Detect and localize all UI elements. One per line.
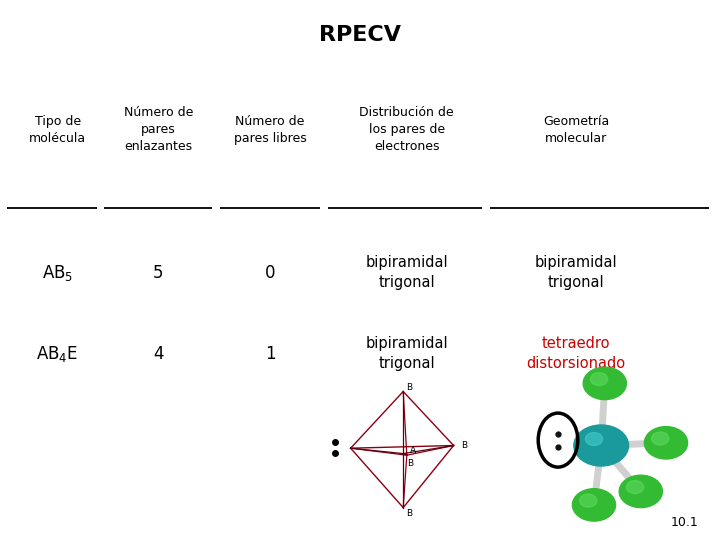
Text: B: B xyxy=(408,459,413,468)
Text: bipiramidal
trigonal: bipiramidal trigonal xyxy=(366,255,448,290)
Text: Tipo de
molécula: Tipo de molécula xyxy=(29,114,86,145)
Circle shape xyxy=(626,481,644,494)
Text: 1: 1 xyxy=(265,345,275,363)
Circle shape xyxy=(652,432,669,445)
Circle shape xyxy=(619,475,662,508)
Text: B: B xyxy=(462,441,467,450)
Text: 10.1: 10.1 xyxy=(670,516,698,529)
Text: RPECV: RPECV xyxy=(319,25,401,45)
Text: 5: 5 xyxy=(153,264,163,282)
Text: 0: 0 xyxy=(265,264,275,282)
Text: Distribución de
los pares de
electrones: Distribución de los pares de electrones xyxy=(359,106,454,153)
Text: tetraedro
distorsionado: tetraedro distorsionado xyxy=(526,336,626,371)
Text: Número de
pares
enlazantes: Número de pares enlazantes xyxy=(124,106,193,153)
Text: Número de
pares libres: Número de pares libres xyxy=(233,114,307,145)
Text: Geometría
molecular: Geometría molecular xyxy=(543,114,609,145)
Circle shape xyxy=(590,373,608,386)
Circle shape xyxy=(644,427,688,459)
Circle shape xyxy=(585,433,603,446)
Circle shape xyxy=(580,494,597,507)
Text: 4: 4 xyxy=(153,345,163,363)
Text: AB$_4$E: AB$_4$E xyxy=(37,343,78,364)
Text: bipiramidal
trigonal: bipiramidal trigonal xyxy=(366,336,448,371)
Text: B: B xyxy=(406,383,412,391)
Circle shape xyxy=(583,367,626,400)
Text: AB$_5$: AB$_5$ xyxy=(42,262,73,283)
Circle shape xyxy=(572,489,616,521)
Text: bipiramidal
trigonal: bipiramidal trigonal xyxy=(535,255,617,290)
Text: A: A xyxy=(410,447,415,455)
Text: B: B xyxy=(406,509,412,517)
Circle shape xyxy=(574,425,629,466)
